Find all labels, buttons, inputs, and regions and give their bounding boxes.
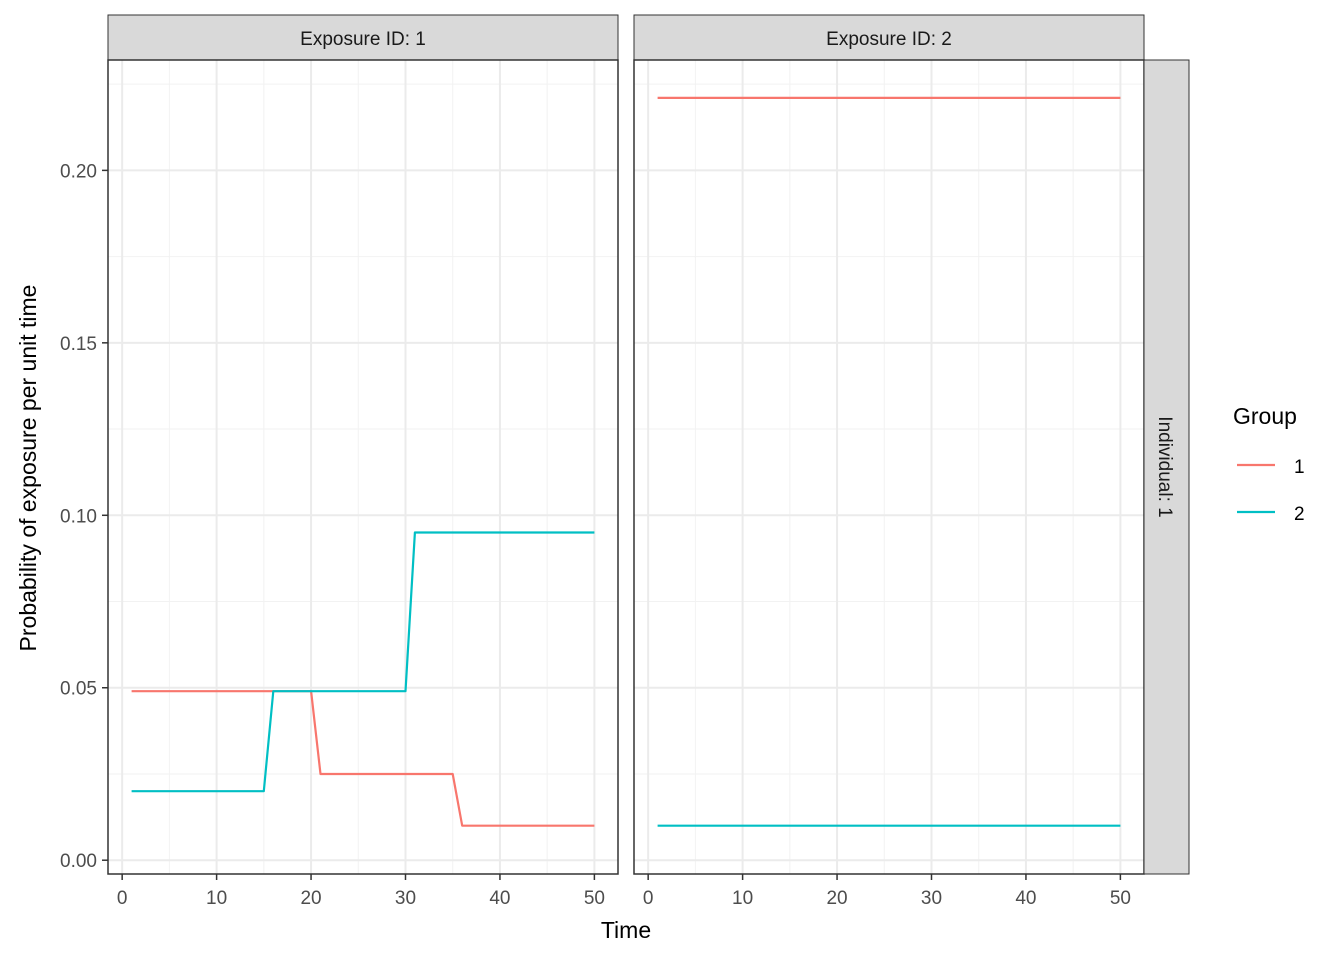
x-tick-label: 30 <box>921 888 942 909</box>
panel-1-grid <box>108 60 618 874</box>
y-tick-label: 0.05 <box>60 679 97 700</box>
x-tick-label: 20 <box>826 888 847 909</box>
series-line-group-2 <box>131 531 595 793</box>
x-tick-label: 40 <box>489 888 510 909</box>
legend-label-1: 1 <box>1294 457 1305 478</box>
panel-exposure-2: Exposure ID: 2 0 10 20 30 40 50 <box>633 14 1145 909</box>
x-tick-label: 50 <box>1110 888 1131 909</box>
y-axis-title: Probability of exposure per unit time <box>15 285 41 652</box>
x-tick-label: 50 <box>584 888 605 909</box>
legend-title: Group <box>1233 403 1297 429</box>
x-tick-label: 30 <box>395 888 416 909</box>
y-axis-ticks: 0.00 0.05 0.10 0.15 0.20 <box>60 161 108 872</box>
panel-1-x-ticks: 0 10 20 30 40 50 <box>117 874 605 909</box>
panel-2-x-ticks: 0 10 20 30 40 50 <box>643 874 1131 909</box>
y-tick-label: 0.15 <box>60 334 97 355</box>
panel-1-lines <box>131 531 595 827</box>
x-tick-label: 0 <box>117 888 128 909</box>
row-strip-label: Individual: 1 <box>1154 416 1175 517</box>
panel-2-border <box>633 59 1145 875</box>
strip-exposure-2 <box>633 14 1145 61</box>
legend-label-2: 2 <box>1294 504 1305 525</box>
panel-2-lines <box>657 96 1121 827</box>
strip-exposure-2-label: Exposure ID: 2 <box>826 29 952 50</box>
panel-exposure-1: Exposure ID: 1 0 10 20 30 40 50 <box>107 14 619 909</box>
x-tick-label: 10 <box>732 888 753 909</box>
y-tick-label: 0.20 <box>60 161 97 182</box>
x-tick-label: 10 <box>206 888 227 909</box>
row-strip <box>1143 59 1190 875</box>
x-axis-title: Time <box>601 917 651 943</box>
x-tick-label: 40 <box>1015 888 1036 909</box>
strip-exposure-1 <box>107 14 619 61</box>
x-tick-label: 0 <box>643 888 654 909</box>
legend: Group 1 2 <box>1233 403 1305 525</box>
panel-1-border <box>107 59 619 875</box>
strip-exposure-1-label: Exposure ID: 1 <box>300 29 426 50</box>
panel-2-grid <box>634 60 1144 874</box>
y-tick-label: 0.10 <box>60 506 97 527</box>
y-tick-label: 0.00 <box>60 851 97 872</box>
series-line-group-1 <box>131 690 595 827</box>
x-tick-label: 20 <box>300 888 321 909</box>
